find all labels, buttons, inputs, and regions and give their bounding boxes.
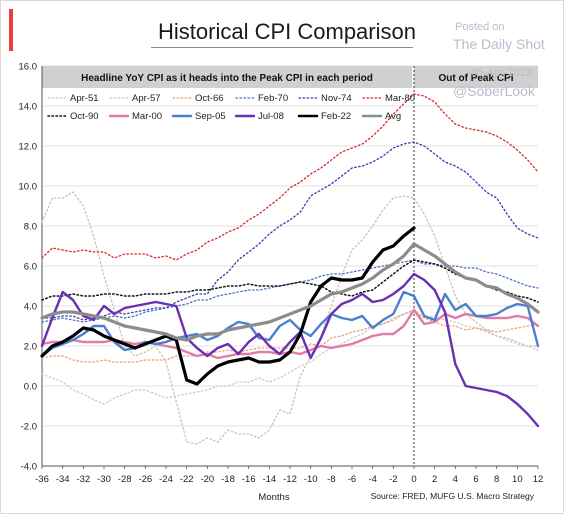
x-tick-label: -10 [304, 474, 318, 485]
source-note: Source: FRED, MUFG U.S. Macro Strategy [371, 491, 535, 501]
x-tick-label: -16 [242, 474, 256, 485]
x-tick-label: -32 [76, 474, 90, 485]
x-axis-label: Months [258, 492, 289, 503]
x-tick-label: -24 [159, 474, 173, 485]
x-tick-label: 4 [453, 474, 458, 485]
series-lines [40, 93, 540, 445]
series-line-oct-90 [41, 259, 539, 303]
series-line-mar-80 [41, 93, 539, 261]
legend-label-jul-08: Jul-08 [258, 111, 284, 122]
x-tick-label: -34 [56, 474, 70, 485]
legend-label-oct-90: Oct-90 [70, 111, 99, 122]
x-tick-label: 0 [411, 474, 416, 485]
legend-label-feb-70: Feb-70 [258, 93, 288, 104]
series-line-apr-57 [41, 311, 539, 405]
chart-title: Historical CPI Comparison [158, 19, 416, 44]
watermark-site: The Daily Shot [453, 36, 545, 52]
y-tick-label: 8.0 [24, 222, 37, 233]
series-line-apr-51 [41, 191, 539, 445]
x-tick-label: -20 [200, 474, 214, 485]
x-tick-label: 8 [494, 474, 499, 485]
x-tick-label: 12 [533, 474, 544, 485]
series-line-jul-08 [40, 272, 540, 428]
series-line-avg [40, 242, 540, 342]
section-header-bands: Headline YoY CPI as it heads into the Pe… [42, 66, 538, 88]
section-label-right: Out of Peak CPI [438, 73, 513, 84]
section-band-right [414, 66, 538, 88]
legend-label-mar-00: Mar-00 [132, 111, 162, 122]
legend-label-nov-74: Nov-74 [321, 93, 352, 104]
watermark-handle: @SoberLook [453, 83, 535, 99]
x-tick-label: -12 [283, 474, 297, 485]
watermark-posted-on: Posted on [455, 21, 505, 33]
section-label-left: Headline YoY CPI as it heads into the Pe… [81, 73, 373, 84]
legend-label-apr-51: Apr-51 [70, 93, 99, 104]
y-tick-label: 2.0 [24, 342, 37, 353]
x-tick-label: -36 [35, 474, 49, 485]
series-line-feb-22 [40, 226, 416, 386]
x-tick-label: -30 [97, 474, 111, 485]
x-tick-label: 10 [512, 474, 523, 485]
x-tick-label: -14 [262, 474, 276, 485]
watermark-date: 05-Apr-2022 [471, 67, 533, 79]
x-tick-label: -8 [327, 474, 335, 485]
series-line-sep-05 [40, 290, 540, 358]
y-tick-label: 14.0 [19, 102, 38, 113]
axes: -4.0 -2.0 0.0 2.0 4.0 6.0 8.0 10.0 12.0 14.0 16.0 -… [19, 62, 544, 486]
x-tick-label: -4 [368, 474, 376, 485]
y-tick-label: -2.0 [21, 422, 37, 433]
x-tick-label: 2 [432, 474, 437, 485]
legend-label-sep-05: Sep-05 [195, 111, 226, 122]
legend-label-feb-22: Feb-22 [321, 111, 351, 122]
legend-label-oct-66: Oct-66 [195, 93, 224, 104]
section-band-left [42, 66, 412, 88]
y-tick-label: 0.0 [24, 382, 37, 393]
legend-label-avg: Avg [385, 111, 401, 122]
series-line-oct-66 [41, 309, 539, 363]
y-tick-label: 4.0 [24, 302, 37, 313]
title-accent-bar [9, 9, 13, 51]
series-line-feb-70 [41, 259, 539, 323]
y-tick-label: 16.0 [19, 62, 38, 73]
x-tick-label: -6 [348, 474, 356, 485]
legend-label-apr-57: Apr-57 [132, 93, 161, 104]
x-tick-label: -2 [389, 474, 397, 485]
y-tick-label: -4.0 [21, 462, 37, 473]
title-underline [151, 47, 413, 48]
gridlines [42, 65, 538, 467]
y-tick-label: 12.0 [19, 142, 38, 153]
y-tick-label: 6.0 [24, 262, 37, 273]
legend: Apr-51 Apr-57 Oct-66 Feb-70 Nov-74 Mar-80 Oct-… [47, 93, 415, 122]
x-tick-label: -26 [138, 474, 152, 485]
legend-label-mar-80: Mar-80 [385, 93, 415, 104]
series-line-nov-74 [41, 141, 539, 321]
x-tick-label: -22 [180, 474, 194, 485]
x-tick-label: -18 [221, 474, 235, 485]
x-tick-label: 6 [473, 474, 478, 485]
y-tick-label: 10.0 [19, 182, 38, 193]
x-tick-label: -28 [118, 474, 132, 485]
